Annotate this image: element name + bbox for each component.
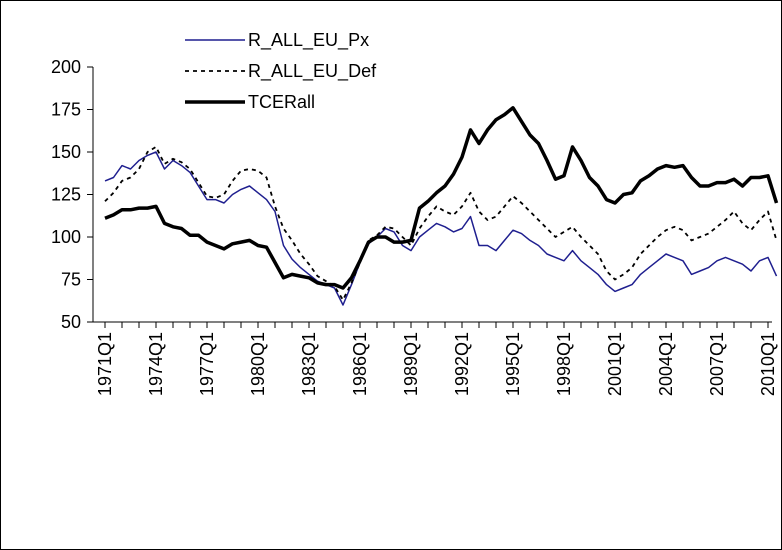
x-tick-label: 2004Q1 <box>656 332 676 396</box>
x-tick-label: 2001Q1 <box>605 332 625 396</box>
x-tick-label: 1992Q1 <box>452 332 472 396</box>
x-tick-label: 1977Q1 <box>197 332 217 396</box>
y-tick-label: 175 <box>51 100 81 120</box>
x-tick-label: 1995Q1 <box>503 332 523 396</box>
series-line <box>104 106 779 290</box>
x-tick-label: 2007Q1 <box>707 332 727 396</box>
x-tick-label: 1983Q1 <box>299 332 319 396</box>
x-tick-label: 1980Q1 <box>248 332 268 396</box>
x-tick-label: 1998Q1 <box>554 332 574 396</box>
y-tick-label: 100 <box>51 227 81 247</box>
x-tick-label: 1989Q1 <box>401 332 421 396</box>
y-tick-label: 200 <box>51 57 81 77</box>
y-tick-label: 75 <box>61 270 81 290</box>
x-tick-label: 1974Q1 <box>146 332 166 396</box>
y-tick-label: 150 <box>51 142 81 162</box>
series-line <box>104 146 778 301</box>
legend-label: R_ALL_EU_Def <box>248 61 377 82</box>
x-tick-label: 2010Q1 <box>758 332 778 396</box>
x-tick-label: 1986Q1 <box>350 332 370 396</box>
series-line <box>104 151 778 306</box>
x-tick-label: 1971Q1 <box>95 332 115 396</box>
y-tick-label: 50 <box>61 312 81 332</box>
y-tick-label: 125 <box>51 185 81 205</box>
legend-label: TCERall <box>248 92 315 112</box>
legend-label: R_ALL_EU_Px <box>248 30 369 51</box>
